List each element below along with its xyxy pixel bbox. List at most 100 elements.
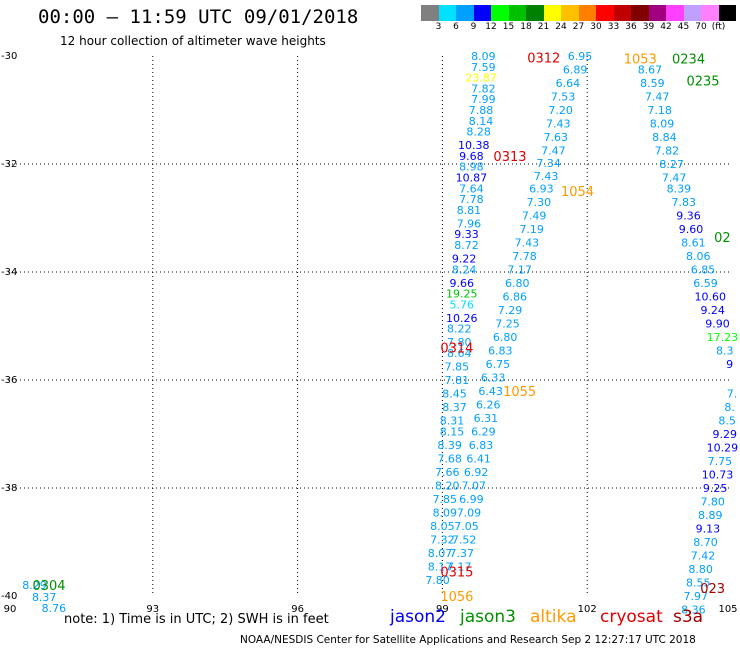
swh-value: 8.37 (32, 591, 57, 604)
pass-time-label: 1056 (440, 590, 473, 605)
swh-value: 6.64 (556, 77, 581, 90)
lon-tick-label: 102 (578, 604, 597, 615)
swh-value: 7.17 (447, 560, 472, 573)
scale-swatch (456, 5, 474, 21)
swh-value: 6.75 (486, 358, 511, 371)
color-scale-labels: 3 6 9 12 15 18 21 24 27 30 33 36 39 42 45 70 (ft) (421, 22, 740, 34)
pass-time-label: 0304 (32, 579, 65, 594)
swh-value: 8.17 (428, 560, 453, 573)
scale-swatch (508, 5, 526, 21)
swh-value: 7.80 (425, 574, 450, 587)
scale-swatch (491, 5, 509, 21)
swh-value: 7.75 (708, 455, 733, 468)
pass-time-label: 1053 (624, 53, 657, 68)
scale-swatch (526, 5, 544, 21)
lat-tick-label: -38 (1, 483, 17, 494)
swh-value: 7.97 (684, 590, 709, 603)
scale-label: 42 (660, 22, 672, 32)
swh-value: 9.60 (679, 223, 704, 236)
legend-jason2: jason2 (390, 607, 446, 627)
scale-swatch (613, 5, 631, 21)
swh-value: 8.31 (440, 415, 465, 428)
swh-value: 7.07 (462, 479, 487, 492)
swh-value: 8.15 (440, 425, 465, 438)
scale-label: 21 (537, 22, 550, 32)
swh-value: 6.95 (568, 50, 593, 63)
swh-value: 8.67 (638, 64, 663, 77)
lat-tick-label: -34 (1, 267, 17, 278)
scale-label: 27 (572, 22, 585, 32)
swh-value: 9.66 (449, 277, 474, 290)
swh-value: 10.38 (458, 139, 490, 152)
swh-value: 7.80 (447, 336, 472, 349)
swh-value: 9 (726, 358, 733, 371)
lat-tick-label: -30 (1, 51, 17, 62)
pass-time-label: 0314 (440, 342, 473, 357)
swh-value: 8.64 (447, 347, 472, 360)
map-subtitle: 12 hour collection of altimeter wave hei… (60, 34, 326, 48)
swh-value: 8.70 (693, 536, 718, 549)
swh-value: 6.99 (459, 493, 484, 506)
scale-label: 39 (642, 22, 655, 32)
lon-tick-label: 93 (146, 604, 159, 615)
swh-value: 9.25 (703, 482, 728, 495)
swh-value: 5.76 (449, 298, 474, 311)
swh-value: 7.53 (551, 91, 576, 104)
swh-value: 7.47 (645, 91, 670, 104)
swh-value: 8.05 (430, 520, 455, 533)
scale-swatch (473, 5, 491, 21)
swh-value: 7.49 (522, 209, 547, 222)
swh-value: 8.37 (442, 401, 467, 414)
swh-value: 7.99 (471, 93, 496, 106)
swh-value: 23.87 (465, 72, 497, 85)
swh-value: 10.87 (456, 172, 488, 185)
swh-value: 7.59 (471, 61, 496, 74)
swh-value: 8.45 (442, 388, 467, 401)
legend-altika: altika (530, 607, 577, 627)
lat-tick-label: -36 (1, 375, 17, 386)
lon-tick-label: 96 (291, 604, 304, 615)
swh-value: 8.28 (466, 126, 491, 139)
swh-value: 10.29 (707, 442, 739, 455)
swh-value: 7.30 (527, 196, 552, 209)
swh-value: 7.88 (469, 104, 494, 117)
scale-label: 33 (607, 22, 620, 32)
units-note: note: 1) Time is in UTC; 2) SWH is in fe… (64, 612, 329, 627)
swh-value: 8.59 (640, 77, 665, 90)
swh-value: 7.83 (671, 196, 696, 209)
swh-value: 6.86 (503, 290, 528, 303)
swh-value: 8.76 (42, 602, 67, 615)
swh-value: 6.33 (481, 371, 506, 384)
swh-value: 7.37 (449, 547, 474, 560)
scale-swatch (543, 5, 561, 21)
swh-value: 8.24 (452, 263, 477, 276)
swh-value: 7.82 (655, 145, 680, 158)
swh-value: 6.26 (476, 398, 501, 411)
swh-value: 8.72 (454, 239, 479, 252)
swh-value: 7.47 (662, 172, 687, 185)
lon-tick-label: 105 (718, 604, 737, 615)
swh-value: 7.82 (471, 82, 496, 95)
scale-swatch (578, 5, 596, 21)
lon-tick-label: 99 (436, 604, 449, 615)
swh-value: 6.80 (493, 331, 518, 344)
swh-value: 8.29 (22, 579, 47, 592)
swh-value: 7.64 (459, 182, 484, 195)
scale-swatch (421, 5, 439, 21)
swh-value: 7.63 (544, 131, 569, 144)
pass-time-label: 1054 (561, 185, 594, 200)
swh-value: 7.34 (536, 157, 561, 170)
swh-value: 10.60 (695, 290, 727, 303)
swh-value: 8.36 (681, 604, 706, 617)
pass-time-label: 0234 (672, 53, 705, 68)
pass-time-label: 02 (714, 231, 731, 246)
swh-value: 8.20 (435, 479, 460, 492)
lat-tick-label: -32 (1, 159, 17, 170)
swh-value: 19.25 (446, 288, 478, 301)
swh-value: 8.81 (457, 204, 482, 217)
swh-value: 9.68 (459, 150, 484, 163)
scale-swatch (683, 5, 701, 21)
scale-swatch (648, 5, 666, 21)
swh-value: 8. (724, 401, 735, 414)
scale-swatch (596, 5, 614, 21)
